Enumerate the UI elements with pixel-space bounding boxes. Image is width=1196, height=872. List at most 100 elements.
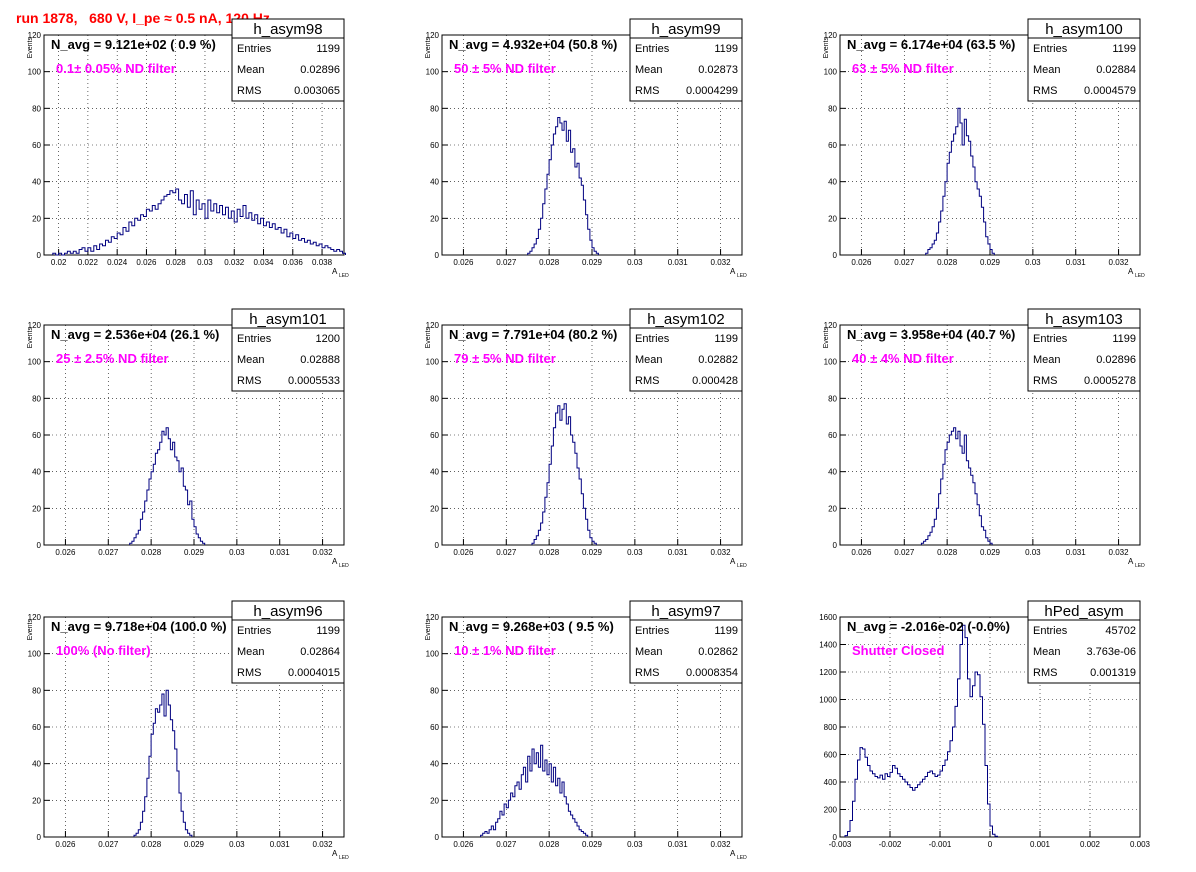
y-tick-label: 0	[37, 251, 42, 260]
stats-label: Entries	[1033, 333, 1068, 345]
y-tick-label: 20	[32, 214, 41, 223]
histogram-series	[129, 427, 206, 545]
x-axis-label-sub: LED	[1135, 563, 1145, 569]
y-tick-label: 120	[28, 321, 42, 330]
stats-title: h_asym98	[253, 21, 322, 38]
x-tick-label: 0.03	[627, 840, 643, 849]
x-tick-label: 0.032	[313, 548, 334, 557]
stats-value: 0.02896	[1096, 354, 1136, 366]
y-tick-label: 60	[430, 431, 439, 440]
y-tick-label: 80	[430, 686, 439, 695]
y-tick-label: 80	[32, 686, 41, 695]
x-axis-label-sub: LED	[1135, 273, 1145, 279]
x-axis-label: A	[730, 557, 736, 566]
x-tick-label: 0.032	[1109, 548, 1130, 557]
histogram-series	[480, 744, 589, 837]
stats-value: 1199	[316, 43, 340, 55]
stats-box-frame	[231, 18, 345, 102]
x-tick-label: 0.032	[711, 548, 732, 557]
stats-box: h_asym102 Entries 1199 Mean 0.02882 RMS 0.0004…	[629, 308, 743, 392]
x-axis-label: A	[332, 849, 338, 858]
stats-title: hPed_asym	[1044, 603, 1123, 620]
x-tick-label: 0.026	[851, 548, 872, 557]
x-tick-label: 0.031	[668, 840, 689, 849]
y-axis-label: Events	[425, 327, 432, 349]
y-tick-label: 60	[32, 723, 41, 732]
x-tick-label: 0.03	[627, 548, 643, 557]
stats-box-frame	[1027, 600, 1141, 684]
y-tick-label: 1400	[819, 641, 837, 650]
stats-value: 0.02882	[698, 354, 738, 366]
histogram-panel-hPed_asym: 0 200 400 600 800 1000 1200 1400 1600 -0.003 -0.00…	[819, 600, 1151, 849]
x-tick-label: 0.027	[894, 258, 915, 267]
y-tick-label: 60	[32, 431, 41, 440]
stats-box-frame	[231, 600, 345, 684]
stats-box-frame	[629, 600, 743, 684]
navg-header: N_avg = -2.016e-02 (-0.0%)	[847, 619, 1010, 634]
x-tick-label: 0.029	[582, 840, 603, 849]
stats-label: Mean	[1033, 64, 1061, 76]
stats-label: Entries	[237, 43, 272, 55]
histogram-series	[52, 188, 346, 256]
y-axis-label: Events	[27, 37, 34, 59]
x-axis-label-sub: LED	[737, 563, 747, 569]
y-tick-label: 100	[28, 68, 42, 77]
x-axis-label-sub: LED	[737, 273, 747, 279]
y-tick-label: 100	[824, 358, 838, 367]
y-tick-label: 100	[426, 358, 440, 367]
stats-value: 0.02896	[300, 64, 340, 76]
histogram-panel-h_asym99: 0 20 40 60 80 100 120 0.026 0.027 0.028 0.029 0.03 0…	[425, 18, 747, 279]
stats-value: 1199	[714, 43, 738, 55]
x-tick-label: -0.002	[879, 840, 902, 849]
stats-box-frame	[1027, 18, 1141, 102]
filter-annotation: 0.1± 0.05% ND filter	[56, 61, 176, 76]
x-tick-label: 0.031	[270, 840, 291, 849]
stats-value: 1199	[1112, 333, 1136, 345]
navg-header: N_avg = 9.121e+02 ( 0.9 %)	[51, 37, 216, 52]
x-tick-label: 0.027	[98, 840, 119, 849]
x-tick-label: 0.032	[224, 258, 245, 267]
filter-annotation: 79 ± 5% ND filter	[454, 351, 556, 366]
x-tick-label: 0.027	[894, 548, 915, 557]
x-tick-label: 0.031	[1066, 548, 1087, 557]
navg-header: N_avg = 2.536e+04 (26.1 %)	[51, 327, 219, 342]
x-tick-label: 0.029	[980, 258, 1001, 267]
y-tick-label: 80	[430, 394, 439, 403]
navg-header: N_avg = 7.791e+04 (80.2 %)	[449, 327, 617, 342]
histogram-panel-h_asym96: 0 20 40 60 80 100 120 0.026 0.027 0.028 0.029 0.03 0…	[27, 600, 349, 861]
x-axis-label: A	[332, 267, 338, 276]
filter-annotation: Shutter Closed	[852, 643, 945, 658]
y-tick-label: 0	[37, 541, 42, 550]
y-tick-label: 100	[426, 650, 440, 659]
y-tick-label: 800	[824, 723, 838, 732]
y-tick-label: 60	[828, 431, 837, 440]
x-tick-label: 0.026	[55, 548, 76, 557]
x-tick-label: 0.03	[229, 840, 245, 849]
x-tick-label: 0.027	[98, 548, 119, 557]
y-tick-label: 0	[833, 251, 838, 260]
stats-title: h_asym102	[647, 311, 725, 328]
y-tick-label: 80	[828, 104, 837, 113]
stats-label: RMS	[237, 375, 261, 387]
y-tick-label: 40	[828, 178, 837, 187]
y-tick-label: 0	[37, 833, 42, 842]
stats-value: 0.001319	[1090, 667, 1136, 679]
x-tick-label: 0.028	[937, 548, 958, 557]
stats-box: h_asym99 Entries 1199 Mean 0.02873 RMS 0.00042…	[629, 18, 743, 102]
y-tick-label: 100	[824, 68, 838, 77]
x-tick-label: 0.031	[668, 548, 689, 557]
y-tick-label: 60	[430, 141, 439, 150]
x-tick-label: 0.03	[627, 258, 643, 267]
y-tick-label: 100	[28, 650, 42, 659]
stats-label: RMS	[635, 375, 659, 387]
stats-value: 0.0008354	[686, 667, 738, 679]
stats-value: 0.0004299	[686, 85, 738, 97]
y-axis-label: Events	[27, 327, 34, 349]
x-tick-label: 0.029	[582, 548, 603, 557]
y-tick-label: 40	[828, 468, 837, 477]
x-tick-label: 0.029	[184, 840, 205, 849]
histogram-panel-h_asym103: 0 20 40 60 80 100 120 0.026 0.027 0.028 0.029 0.03 0…	[823, 308, 1145, 569]
x-tick-label: 0.022	[78, 258, 99, 267]
navg-header: N_avg = 6.174e+04 (63.5 %)	[847, 37, 1015, 52]
x-tick-label: 0.028	[166, 258, 187, 267]
